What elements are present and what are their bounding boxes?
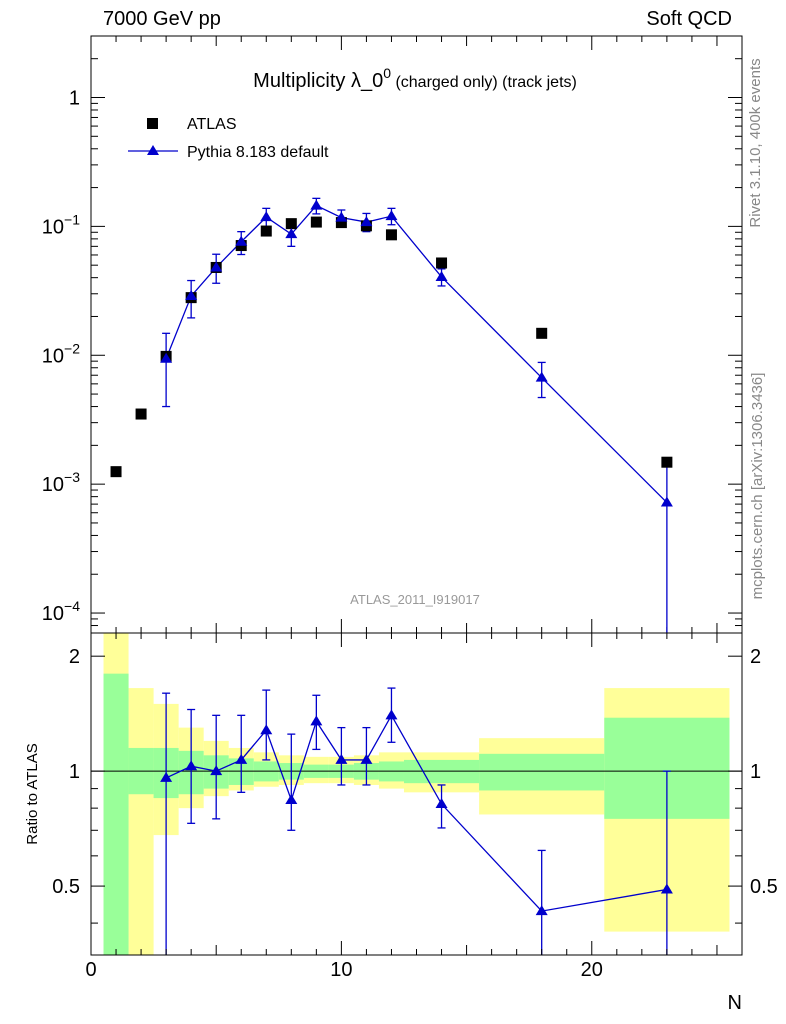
ratio-point [660,883,673,894]
x-tick-label: 10 [330,959,352,981]
mc-point [660,496,673,507]
legend: ATLAS Pythia 8.183 default [128,116,329,161]
atlas-point [310,216,322,228]
mc-point [235,235,248,246]
y-tick-label: 10−4 [42,598,80,625]
ratio-point [360,753,373,764]
mc-point [185,290,198,301]
atlas-points [110,216,673,478]
legend-mc-marker [147,145,159,155]
x-tick-label: 20 [581,959,603,981]
mc-point [285,228,298,239]
source-label: mcplots.cern.ch [arXiv:1306.3436] [749,373,766,600]
legend-atlas-label: ATLAS [187,116,237,133]
legend-atlas-marker [147,118,158,129]
atlas-point [661,456,673,468]
y-tick-label: 1 [69,87,80,109]
ratio-point [310,715,323,726]
ratio-y-tick-labels: 0.5 0.5 1 1 2 2 [52,646,778,898]
mc-point [335,211,348,222]
atlas-point [260,225,272,237]
chart-title: Multiplicity λ_00 (charged only) (track … [253,65,577,92]
header-right: Soft QCD [646,8,732,30]
band-inner-segment [103,673,129,955]
ratio-axis-ticks [90,633,742,955]
legend-mc-label: Pythia 8.183 default [187,144,329,161]
ratio-points [160,709,673,916]
x-axis-label: N [728,992,742,1014]
mc-point [160,352,173,363]
atlas-point [536,327,548,339]
ratio-error-bars [162,687,671,955]
ratio-uncertainty-bands [103,633,730,955]
mc-error-bars [162,197,671,633]
mc-point [360,216,373,227]
ratio-point [285,794,298,805]
y-tick-label: 10−2 [42,340,80,367]
ratio-panel: 0.5 0.5 1 1 2 2 0 10 20 Ratio to ATLAS N [24,632,778,1014]
ratio-tick-label-right: 0.5 [750,876,778,898]
analysis-watermark: ATLAS_2011_I919017 [350,592,480,607]
mc-point [260,211,273,222]
band-outer-segment [128,688,154,955]
ratio-tick-label-right: 1 [750,761,761,783]
ratio-tick-label-left: 1 [69,761,80,783]
y-tick-label: 10−1 [42,211,80,238]
rivet-label: Rivet 3.1.10, 400k events [747,58,764,227]
ratio-point [535,905,548,916]
ratio-tick-label-right: 2 [750,646,761,668]
header-left: 7000 GeV pp [103,8,221,30]
ratio-point [210,765,223,776]
ratio-point [435,798,448,809]
x-tick-labels: 0 10 20 [85,959,602,981]
x-tick-label: 0 [85,959,96,981]
y-tick-label: 10−3 [42,469,80,496]
band-inner-segment [479,753,605,791]
atlas-point [135,408,147,420]
ratio-point [160,771,173,782]
main-axis-ticks [90,35,742,634]
ratio-y-axis-label: Ratio to ATLAS [24,743,41,844]
ratio-tick-label-left: 0.5 [52,876,80,898]
mc-point [535,371,548,382]
mc-point [210,261,223,272]
ratio-point [260,724,273,735]
main-y-tick-labels: 10−4 10−3 10−2 10−1 1 [42,87,80,625]
ratio-point [235,753,248,764]
ratio-point [185,760,198,771]
main-panel: 10−4 10−3 10−2 10−1 1 Multiplicity λ_00 (cha… [42,35,743,634]
ratio-tick-label-left: 2 [69,646,80,668]
atlas-point [385,229,397,241]
atlas-point [335,217,347,229]
mc-point [385,210,398,221]
ratio-point [385,709,398,720]
atlas-point [285,218,297,230]
atlas-point [110,466,122,478]
mc-point [435,270,448,281]
mc-points [160,199,673,507]
ratio-point [335,753,348,764]
mc-point [310,199,323,210]
atlas-point [436,257,448,269]
